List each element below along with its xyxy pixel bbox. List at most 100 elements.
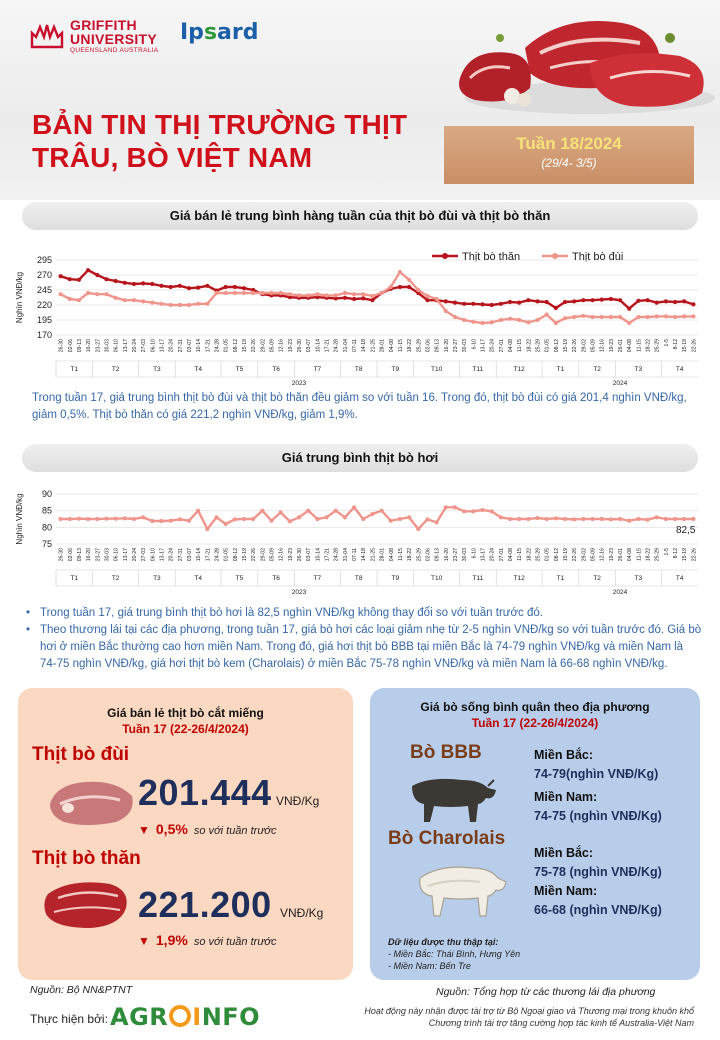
series-1-point: [251, 287, 256, 293]
live-source: Nguồn: Tổng hợp từ các thương lái địa ph…: [436, 986, 656, 998]
x-tick-label: 07-11: [352, 339, 358, 352]
month-label: T2: [112, 575, 120, 582]
funding-note-line-2: Chương trình tài trợ tăng cường hợp tác …: [428, 1018, 694, 1028]
x-tick-label: 27-01: [499, 548, 505, 561]
y-axis-label: Nghìn VNĐ/kg: [15, 493, 24, 544]
x-tick-label: 12-16: [279, 339, 285, 352]
series-2-point: [67, 296, 72, 302]
x-tick-label: 18-22: [407, 339, 413, 352]
thigh-name: Thịt bò đùi: [32, 744, 130, 765]
series-2-point: [599, 314, 604, 320]
series-2-point: [86, 290, 91, 296]
series-1-point: [186, 518, 192, 523]
x-tick-label: 1-5: [664, 548, 670, 556]
collection-heading: Dữ liệu được thu thập tại:: [388, 937, 499, 947]
series-2-point: [232, 290, 237, 296]
legend-label-1: Thịt bò thăn: [462, 251, 520, 263]
series-1-point: [67, 277, 72, 282]
series-1-point: [416, 526, 421, 532]
series-1-point: [682, 299, 687, 304]
series-2-point: [351, 292, 357, 297]
x-tick-label: 02-06: [425, 339, 431, 352]
x-tick-label: 15-19: [563, 339, 569, 352]
month-label: T12: [514, 366, 526, 373]
section-live-title: Giá trung bình thịt bò hơi: [22, 444, 698, 472]
series-2-point: [443, 308, 448, 314]
series-2-point: [324, 293, 329, 298]
ipsard-logo: Ipsard: [180, 20, 259, 45]
x-tick-label: 30-03: [104, 548, 110, 561]
x-tick-label: 11-15: [636, 548, 642, 561]
series-1-point: [672, 299, 678, 305]
series-2-point: [462, 317, 467, 323]
series-2-point: [553, 320, 558, 326]
series-2-point: [186, 302, 192, 308]
series-1-point: [186, 286, 192, 291]
thigh-change-pct: 0,5%: [155, 821, 188, 837]
series-1-point: [599, 516, 604, 522]
series-1-point: [471, 301, 476, 306]
charolais-south-label: Miền Nam:: [534, 884, 598, 898]
series-1-point: [122, 280, 127, 285]
x-tick-label: 20-24: [132, 548, 138, 561]
series-1-point: [177, 517, 182, 522]
x-tick-label: 24-28: [215, 339, 221, 352]
series-2-point: [517, 317, 522, 323]
x-tick-label: 10-14: [315, 548, 321, 561]
month-label: T5: [236, 366, 244, 373]
month-label: T4: [676, 366, 684, 373]
loin-meat-icon: [44, 882, 127, 928]
series-1-point: [241, 516, 247, 522]
y-tick-label: 220: [37, 300, 52, 310]
series-2-point: [251, 290, 256, 296]
bbb-north-value: 74-79(nghìn VNĐ/Kg): [534, 767, 659, 781]
series-2-point: [397, 269, 403, 275]
series-2-point: [544, 312, 549, 317]
retail-source: Nguồn: Bộ NN&PTNT: [30, 984, 133, 996]
series-1-point: [251, 516, 256, 522]
month-label: T8: [355, 366, 363, 373]
series-1-point: [141, 515, 146, 520]
x-tick-label: 11-15: [636, 339, 642, 352]
month-label: T1: [71, 366, 79, 373]
x-tick-label: 22-26: [251, 339, 257, 352]
x-tick-label: 16-20: [86, 548, 92, 561]
month-label: T7: [314, 575, 322, 582]
title-line-1: BẢN TIN THỊ TRƯỜNG THỊT: [32, 109, 408, 140]
series-2-point: [379, 290, 384, 296]
series-1-point: [507, 299, 513, 305]
month-label: T10: [431, 575, 443, 582]
series-1-point: [572, 299, 577, 304]
x-tick-label: 17-21: [205, 548, 211, 561]
griffith-name: GRIFFITH: [70, 17, 137, 33]
y-tick-label: 245: [37, 285, 52, 295]
x-tick-label: 04-08: [627, 339, 633, 352]
x-tick-label: 22-26: [251, 548, 257, 561]
thigh-price: 201.444: [138, 772, 272, 813]
series-2-point: [682, 314, 687, 319]
x-tick-label: 28-01: [380, 548, 386, 561]
series-1-point: [361, 296, 366, 301]
x-tick-label: 23-27: [95, 548, 101, 561]
y-tick-label: 90: [42, 489, 52, 499]
series-2-point: [269, 290, 274, 296]
header-banner: GRIFFITH UNIVERSITY QUEENSLAND AUSTRALIA…: [0, 0, 720, 200]
month-label: T9: [392, 366, 400, 373]
series-2-point: [434, 296, 439, 302]
x-tick-label: 05-09: [270, 339, 276, 352]
x-tick-label: 29-02: [260, 339, 266, 352]
x-tick-label: 18-22: [526, 339, 532, 352]
series-1-point: [590, 298, 595, 303]
x-tick-label: 06-10: [114, 339, 120, 352]
series-1-point: [480, 302, 485, 307]
series-1-point: [682, 516, 687, 522]
x-tick-label: 13-17: [123, 548, 129, 561]
series-2-point: [498, 317, 503, 323]
x-tick-label: 09-13: [77, 339, 83, 352]
x-tick-label: 09-13: [77, 548, 83, 561]
series-1-point: [462, 509, 467, 514]
x-tick-label: 17-21: [325, 548, 331, 561]
x-tick-label: 25-29: [655, 339, 661, 352]
live-panel-week: Tuần 17 (22-26/4/2024): [471, 716, 599, 730]
